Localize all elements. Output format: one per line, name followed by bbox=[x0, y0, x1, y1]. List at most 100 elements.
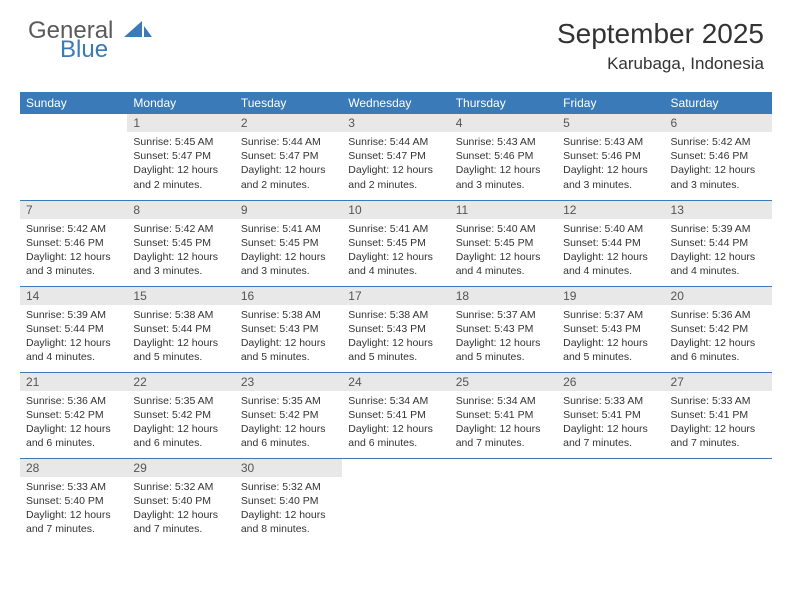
calendar-cell: 1Sunrise: 5:45 AMSunset: 5:47 PMDaylight… bbox=[127, 114, 234, 200]
sunset: Sunset: 5:42 PM bbox=[671, 322, 766, 336]
day-header: Saturday bbox=[665, 92, 772, 114]
day-number: 11 bbox=[450, 201, 557, 219]
cell-body: Sunrise: 5:33 AMSunset: 5:40 PMDaylight:… bbox=[20, 477, 127, 541]
sunset: Sunset: 5:43 PM bbox=[456, 322, 551, 336]
daylight: Daylight: 12 hours and 3 minutes. bbox=[133, 250, 228, 278]
calendar-cell: 21Sunrise: 5:36 AMSunset: 5:42 PMDayligh… bbox=[20, 372, 127, 458]
calendar-cell: 18Sunrise: 5:37 AMSunset: 5:43 PMDayligh… bbox=[450, 286, 557, 372]
sunset: Sunset: 5:43 PM bbox=[241, 322, 336, 336]
sunrise: Sunrise: 5:45 AM bbox=[133, 135, 228, 149]
daylight: Daylight: 12 hours and 6 minutes. bbox=[671, 336, 766, 364]
sunrise: Sunrise: 5:43 AM bbox=[563, 135, 658, 149]
day-number: 16 bbox=[235, 287, 342, 305]
sunset: Sunset: 5:47 PM bbox=[348, 149, 443, 163]
sunrise: Sunrise: 5:33 AM bbox=[26, 480, 121, 494]
calendar-cell: 19Sunrise: 5:37 AMSunset: 5:43 PMDayligh… bbox=[557, 286, 664, 372]
calendar-cell: 10Sunrise: 5:41 AMSunset: 5:45 PMDayligh… bbox=[342, 200, 449, 286]
cell-body: Sunrise: 5:42 AMSunset: 5:46 PMDaylight:… bbox=[665, 132, 772, 196]
calendar-cell-empty bbox=[342, 458, 449, 544]
sunrise: Sunrise: 5:44 AM bbox=[348, 135, 443, 149]
sunset: Sunset: 5:40 PM bbox=[26, 494, 121, 508]
sunset: Sunset: 5:43 PM bbox=[563, 322, 658, 336]
sunrise: Sunrise: 5:40 AM bbox=[563, 222, 658, 236]
day-number: 21 bbox=[20, 373, 127, 391]
calendar-cell: 6Sunrise: 5:42 AMSunset: 5:46 PMDaylight… bbox=[665, 114, 772, 200]
sunset: Sunset: 5:44 PM bbox=[671, 236, 766, 250]
calendar-cell: 16Sunrise: 5:38 AMSunset: 5:43 PMDayligh… bbox=[235, 286, 342, 372]
cell-body: Sunrise: 5:40 AMSunset: 5:45 PMDaylight:… bbox=[450, 219, 557, 283]
sunrise: Sunrise: 5:39 AM bbox=[671, 222, 766, 236]
month-title: September 2025 bbox=[557, 18, 764, 50]
sunset: Sunset: 5:47 PM bbox=[241, 149, 336, 163]
sunrise: Sunrise: 5:38 AM bbox=[133, 308, 228, 322]
cell-body: Sunrise: 5:34 AMSunset: 5:41 PMDaylight:… bbox=[450, 391, 557, 455]
daylight: Daylight: 12 hours and 5 minutes. bbox=[133, 336, 228, 364]
calendar-cell: 24Sunrise: 5:34 AMSunset: 5:41 PMDayligh… bbox=[342, 372, 449, 458]
sunrise: Sunrise: 5:38 AM bbox=[348, 308, 443, 322]
sunset: Sunset: 5:41 PM bbox=[456, 408, 551, 422]
day-header: Sunday bbox=[20, 92, 127, 114]
day-number: 27 bbox=[665, 373, 772, 391]
day-header: Wednesday bbox=[342, 92, 449, 114]
daylight: Daylight: 12 hours and 7 minutes. bbox=[133, 508, 228, 536]
sunset: Sunset: 5:44 PM bbox=[133, 322, 228, 336]
cell-body: Sunrise: 5:44 AMSunset: 5:47 PMDaylight:… bbox=[235, 132, 342, 196]
day-number: 14 bbox=[20, 287, 127, 305]
day-number: 28 bbox=[20, 459, 127, 477]
calendar-row: 14Sunrise: 5:39 AMSunset: 5:44 PMDayligh… bbox=[20, 286, 772, 372]
cell-body: Sunrise: 5:42 AMSunset: 5:46 PMDaylight:… bbox=[20, 219, 127, 283]
cell-body: Sunrise: 5:39 AMSunset: 5:44 PMDaylight:… bbox=[665, 219, 772, 283]
calendar-cell: 14Sunrise: 5:39 AMSunset: 5:44 PMDayligh… bbox=[20, 286, 127, 372]
sunset: Sunset: 5:46 PM bbox=[563, 149, 658, 163]
daylight: Daylight: 12 hours and 2 minutes. bbox=[348, 163, 443, 191]
calendar-cell: 8Sunrise: 5:42 AMSunset: 5:45 PMDaylight… bbox=[127, 200, 234, 286]
day-number: 12 bbox=[557, 201, 664, 219]
day-number: 18 bbox=[450, 287, 557, 305]
sunset: Sunset: 5:41 PM bbox=[563, 408, 658, 422]
daylight: Daylight: 12 hours and 3 minutes. bbox=[563, 163, 658, 191]
calendar-cell: 30Sunrise: 5:32 AMSunset: 5:40 PMDayligh… bbox=[235, 458, 342, 544]
calendar-cell: 4Sunrise: 5:43 AMSunset: 5:46 PMDaylight… bbox=[450, 114, 557, 200]
calendar-cell: 5Sunrise: 5:43 AMSunset: 5:46 PMDaylight… bbox=[557, 114, 664, 200]
day-header: Friday bbox=[557, 92, 664, 114]
day-number: 24 bbox=[342, 373, 449, 391]
calendar-row: 7Sunrise: 5:42 AMSunset: 5:46 PMDaylight… bbox=[20, 200, 772, 286]
sunrise: Sunrise: 5:39 AM bbox=[26, 308, 121, 322]
day-number: 30 bbox=[235, 459, 342, 477]
daylight: Daylight: 12 hours and 5 minutes. bbox=[563, 336, 658, 364]
cell-body: Sunrise: 5:40 AMSunset: 5:44 PMDaylight:… bbox=[557, 219, 664, 283]
cell-body: Sunrise: 5:37 AMSunset: 5:43 PMDaylight:… bbox=[450, 305, 557, 369]
sunset: Sunset: 5:42 PM bbox=[241, 408, 336, 422]
day-number: 23 bbox=[235, 373, 342, 391]
sunset: Sunset: 5:42 PM bbox=[26, 408, 121, 422]
sunset: Sunset: 5:45 PM bbox=[348, 236, 443, 250]
calendar-table: SundayMondayTuesdayWednesdayThursdayFrid… bbox=[20, 92, 772, 544]
cell-body: Sunrise: 5:44 AMSunset: 5:47 PMDaylight:… bbox=[342, 132, 449, 196]
daylight: Daylight: 12 hours and 7 minutes. bbox=[671, 422, 766, 450]
sunset: Sunset: 5:44 PM bbox=[26, 322, 121, 336]
sunrise: Sunrise: 5:37 AM bbox=[456, 308, 551, 322]
daylight: Daylight: 12 hours and 4 minutes. bbox=[671, 250, 766, 278]
cell-body: Sunrise: 5:43 AMSunset: 5:46 PMDaylight:… bbox=[557, 132, 664, 196]
cell-body: Sunrise: 5:41 AMSunset: 5:45 PMDaylight:… bbox=[235, 219, 342, 283]
cell-body: Sunrise: 5:43 AMSunset: 5:46 PMDaylight:… bbox=[450, 132, 557, 196]
calendar-cell: 20Sunrise: 5:36 AMSunset: 5:42 PMDayligh… bbox=[665, 286, 772, 372]
calendar-cell: 17Sunrise: 5:38 AMSunset: 5:43 PMDayligh… bbox=[342, 286, 449, 372]
daylight: Daylight: 12 hours and 7 minutes. bbox=[563, 422, 658, 450]
sunset: Sunset: 5:45 PM bbox=[241, 236, 336, 250]
cell-body: Sunrise: 5:33 AMSunset: 5:41 PMDaylight:… bbox=[665, 391, 772, 455]
sunrise: Sunrise: 5:40 AM bbox=[456, 222, 551, 236]
day-number: 15 bbox=[127, 287, 234, 305]
calendar-cell: 3Sunrise: 5:44 AMSunset: 5:47 PMDaylight… bbox=[342, 114, 449, 200]
calendar-cell: 27Sunrise: 5:33 AMSunset: 5:41 PMDayligh… bbox=[665, 372, 772, 458]
cell-body: Sunrise: 5:38 AMSunset: 5:43 PMDaylight:… bbox=[235, 305, 342, 369]
cell-body: Sunrise: 5:38 AMSunset: 5:44 PMDaylight:… bbox=[127, 305, 234, 369]
day-number: 25 bbox=[450, 373, 557, 391]
calendar-cell-empty bbox=[20, 114, 127, 200]
calendar-head: SundayMondayTuesdayWednesdayThursdayFrid… bbox=[20, 92, 772, 114]
cell-body: Sunrise: 5:37 AMSunset: 5:43 PMDaylight:… bbox=[557, 305, 664, 369]
daylight: Daylight: 12 hours and 3 minutes. bbox=[671, 163, 766, 191]
cell-body: Sunrise: 5:32 AMSunset: 5:40 PMDaylight:… bbox=[127, 477, 234, 541]
calendar-body: 1Sunrise: 5:45 AMSunset: 5:47 PMDaylight… bbox=[20, 114, 772, 544]
cell-body: Sunrise: 5:39 AMSunset: 5:44 PMDaylight:… bbox=[20, 305, 127, 369]
